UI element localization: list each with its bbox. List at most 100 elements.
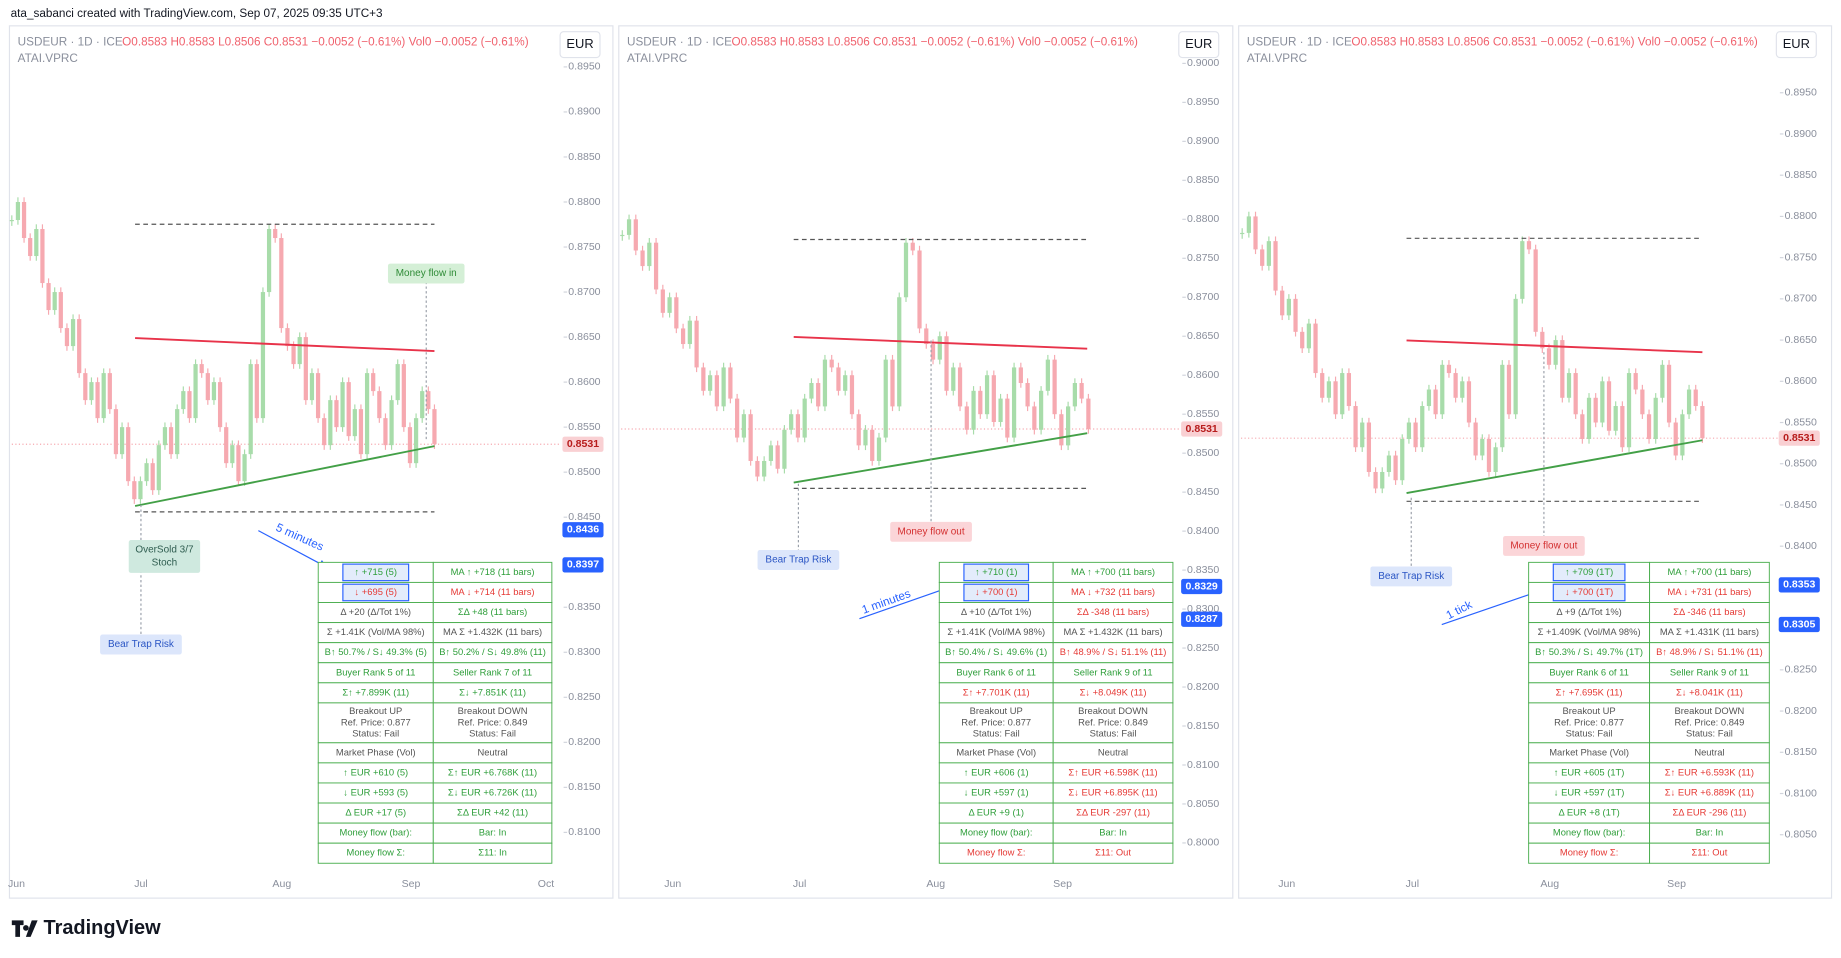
candle-body [843, 375, 848, 391]
table-text: Money flow (bar): [960, 827, 1032, 838]
y-tick-label: 0.8450 [1187, 486, 1219, 498]
y-tick-label: 0.8650 [1785, 334, 1817, 346]
candle-body [1673, 422, 1678, 456]
y-tick-label: 0.8750 [1187, 252, 1219, 264]
candle-body [1400, 439, 1405, 481]
table-text: MA Σ +1.432K (11 bars) [1063, 626, 1162, 637]
candle-body [741, 414, 746, 438]
table-text: Σ11: In [478, 847, 507, 858]
candle-body [1460, 381, 1465, 398]
table-text: Breakout UP [1563, 705, 1616, 716]
y-tick-label: 0.8850 [568, 151, 600, 163]
candle-body [1025, 383, 1030, 407]
currency-button[interactable] [1178, 31, 1220, 59]
candle-body [1653, 397, 1658, 440]
currency-label: EUR [566, 36, 593, 51]
candle-body [1413, 422, 1418, 448]
candle-body [620, 234, 625, 237]
candle-body [230, 445, 235, 464]
table-text: Market Phase (Vol) [336, 746, 416, 757]
candle-body [660, 289, 665, 313]
y-tick-label: 0.8850 [1785, 169, 1817, 181]
candle-body [224, 427, 229, 464]
candle-body [1380, 471, 1385, 489]
table-text: ↓ +700 (1) [975, 586, 1017, 597]
candle-body [175, 409, 180, 455]
price-badge [1778, 430, 1820, 446]
candle-body [701, 367, 706, 391]
table-text: ↓ EUR +597 (1) [964, 786, 1029, 797]
candle-body [64, 328, 70, 347]
candle-body [978, 390, 983, 415]
y-tick-label: 0.8300 [568, 646, 600, 658]
table-text: Σ↓ +8.049K (11) [1080, 686, 1147, 697]
table-text: Ref. Price: 0.877 [961, 716, 1031, 727]
candle-body [1520, 241, 1525, 299]
candle-body [242, 454, 247, 482]
price-badge [1778, 616, 1820, 633]
note-arrow [258, 530, 328, 568]
candle-body [1320, 373, 1325, 398]
table-text: Σ11: Out [1692, 847, 1728, 858]
y-tick-label: 0.8200 [1785, 705, 1817, 717]
candle-body [426, 391, 431, 410]
candle-body [138, 481, 143, 500]
candle-body [1366, 422, 1372, 472]
annotation-box [100, 634, 182, 655]
table-text: Σ↑ +7.899K (11) [342, 686, 409, 697]
candle-body [40, 229, 45, 284]
price-badge-label: 0.8305 [1783, 618, 1815, 630]
candle-body [34, 229, 39, 257]
candle-body [890, 359, 895, 407]
candle-body [762, 460, 767, 477]
candle-body [28, 238, 33, 257]
candle-body [795, 414, 801, 438]
table-text: ΣΔ EUR -297 (11) [1076, 807, 1150, 818]
resistance-line [1406, 339, 1703, 354]
annotation-box [1370, 566, 1453, 587]
table-text: ΣΔ EUR -296 (11) [1672, 807, 1746, 818]
candle-body [1493, 447, 1498, 472]
y-tick-label: 0.8550 [1187, 408, 1219, 420]
x-tick-label: Jun [8, 878, 25, 890]
table-text: Status: Fail [973, 728, 1020, 739]
annotation-text: Money flow out [1510, 541, 1577, 552]
candle-body [1433, 389, 1438, 415]
candle-body [334, 400, 339, 428]
table-cell [1649, 842, 1770, 864]
candle-body [83, 373, 88, 401]
candle-body [971, 390, 976, 430]
table-text: ↓ EUR +593 (5) [343, 786, 408, 797]
candle-body [809, 383, 814, 399]
x-tick-label: Oct [538, 878, 554, 890]
candle-body [119, 427, 125, 455]
candle-body [297, 337, 302, 365]
y-tick-label: 0.8000 [1187, 837, 1219, 849]
table-text: Buyer Rank 6 of 11 [956, 666, 1036, 677]
candle-body [1373, 471, 1378, 489]
panel-frame [618, 25, 1234, 899]
candle-body [856, 414, 861, 446]
logo-text: TradingView [44, 917, 162, 939]
candle-body [395, 364, 400, 401]
x-tick-label: Sep [1053, 878, 1072, 890]
price-badge-label: 0.8531 [567, 438, 599, 450]
table-text: Ref. Price: 0.877 [1554, 716, 1624, 727]
candle-body [1573, 373, 1578, 415]
candle-body [46, 283, 51, 311]
candle-body [1340, 373, 1345, 415]
candle-body [1686, 389, 1692, 415]
candle-body [77, 319, 82, 374]
candle-body [1600, 381, 1605, 423]
panel-frame [1238, 25, 1833, 899]
candle-body [640, 250, 645, 267]
table-text: Σ↓ +8.041K (11) [1676, 686, 1743, 697]
candle-body [782, 429, 787, 469]
currency-button[interactable] [1775, 31, 1817, 59]
ohlc-values: O0.8583 H0.8583 L0.8506 C0.8531 −0.0052 … [122, 35, 529, 48]
table-text: Σ↑ EUR +6.593K (11) [1665, 766, 1754, 777]
currency-button[interactable] [559, 31, 601, 59]
candle-body [1011, 367, 1017, 438]
table-text: B↑ 50.3% / S↓ 49.7% (1T) [1535, 646, 1643, 657]
